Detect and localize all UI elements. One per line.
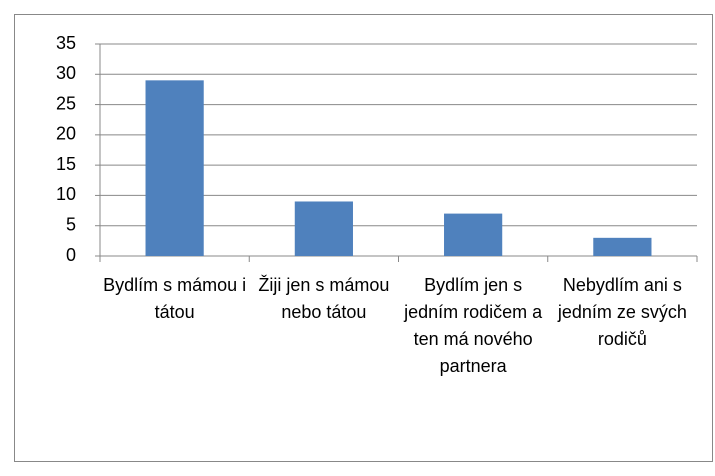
x-tick-label: Žiji jen s mámou nebo tátou	[258, 275, 390, 322]
y-tick-label: 20	[56, 124, 76, 144]
x-tick-label: Bydlím jen s jedním rodičem a ten má nov…	[404, 275, 543, 376]
x-tick-label: Bydlím s mámou i tátou	[103, 275, 247, 322]
y-tick-label: 15	[56, 154, 76, 174]
y-tick-label: 5	[66, 214, 76, 234]
y-tick-label: 30	[56, 63, 76, 83]
x-tick-label: Nebydlím ani s jedním ze svých rodičů	[557, 275, 687, 349]
y-tick-label: 10	[56, 184, 76, 204]
bar	[593, 237, 652, 256]
bar	[294, 201, 353, 256]
bar	[145, 80, 204, 256]
y-tick-label: 25	[56, 93, 76, 113]
bar	[444, 213, 503, 256]
y-tick-label: 0	[66, 245, 76, 265]
y-tick-label: 35	[56, 33, 76, 53]
